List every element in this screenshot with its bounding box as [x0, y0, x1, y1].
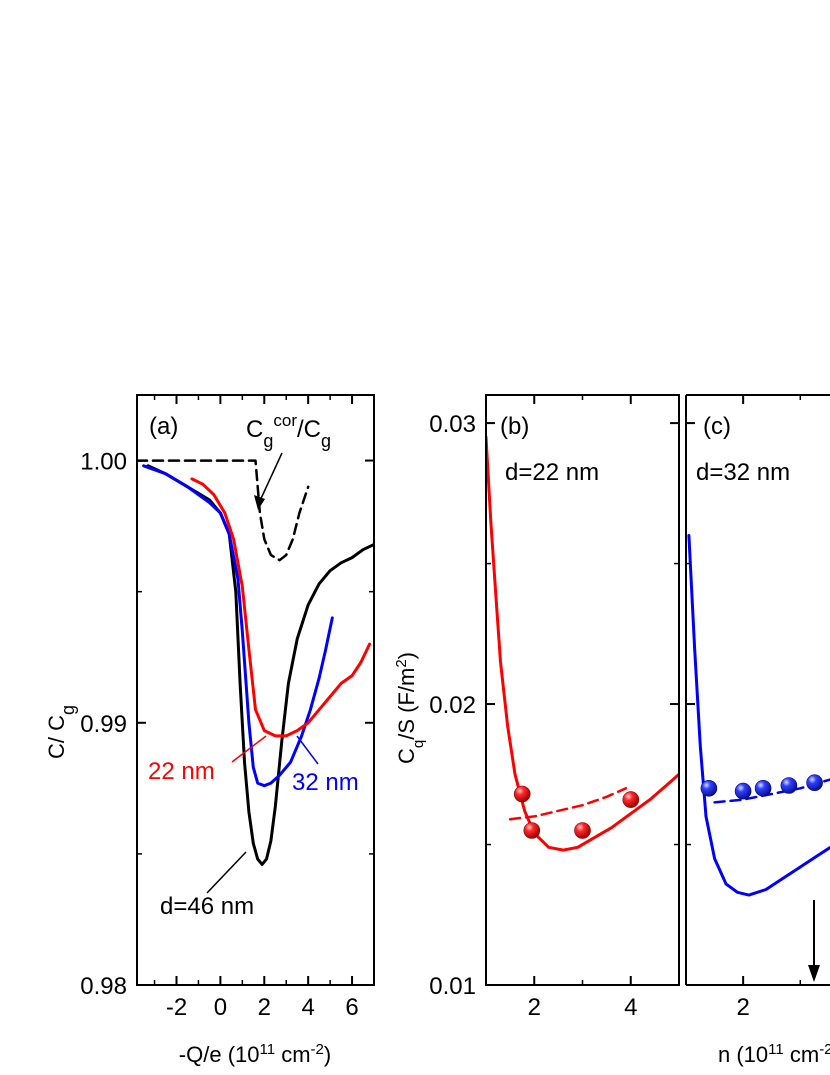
- panel-a-y-tick-label: 1.00: [80, 449, 127, 476]
- panel-a-y-axis-title: C/ Cg: [44, 705, 78, 759]
- panel-b-title: d=22 nm: [505, 459, 599, 486]
- annotation-46nm-leader: [206, 851, 247, 894]
- panel-c-series-solid: [687, 534, 830, 897]
- panel-b-x-tick-label: 2: [528, 994, 541, 1021]
- panel-c-data-point: [734, 782, 752, 800]
- panel-a-x-axis-title: -Q/e (1011 cm-2): [179, 1041, 331, 1068]
- panel-c-data-point: [780, 777, 798, 794]
- annotation-32nm-leader: [296, 735, 319, 765]
- panel-b-data-point: [523, 822, 541, 839]
- panel-b-y-tick-label: 0.01: [429, 973, 476, 1000]
- panel-a-y-tick-label: 0.98: [80, 973, 127, 1000]
- panel-c-arrowhead: [808, 965, 820, 982]
- shared-x-axis-title: n (1011 cm-2): [718, 1041, 830, 1068]
- panel-b-data-point: [574, 822, 591, 839]
- panel-a-frame: [136, 394, 375, 986]
- panel-b-label: (b): [500, 413, 529, 440]
- panel-b-series-dashed: [508, 787, 628, 821]
- panel-a-y-tick-label: 0.99: [80, 711, 127, 738]
- panel-a-x-tick-label: 2: [258, 994, 271, 1021]
- panel-b-data-point: [622, 791, 640, 808]
- panel-c-x-tick-label: 2: [736, 994, 749, 1021]
- panel-b-series-solid: [486, 435, 679, 852]
- panel-c-label: (c): [703, 413, 731, 440]
- panel-a-series-22-nm: [190, 477, 372, 738]
- annotation-46nm: d=46 nm: [160, 893, 254, 920]
- panel-b-x-tick-label: 4: [624, 994, 637, 1021]
- annotation-22nm-leader: [231, 735, 267, 763]
- panel-a-label: (a): [149, 413, 178, 440]
- panel-b-y-tick-label: 0.03: [429, 411, 476, 438]
- annotation-cgcor: Cgcor/Cg: [246, 411, 331, 452]
- panel-c: 24 (c) d=32 nm: [685, 394, 830, 1021]
- panel-a-x-tick-label: 4: [301, 994, 314, 1021]
- panel-a-series-c-g-cor-c-g: [137, 459, 310, 562]
- panel-a-x-tick-label: 6: [345, 994, 358, 1021]
- panel-b-y-axis-title: Cq/S (F/m2): [393, 652, 427, 764]
- panel-c-data-point: [754, 779, 772, 797]
- annotation-32nm: 32 nm: [292, 769, 359, 796]
- panel-a-x-tick-label: -2: [166, 994, 187, 1021]
- panel-b: 2 4 0.01 0.02 0.03 (b) d=22 nm Cq/S (F/m2) n…: [393, 394, 830, 1068]
- panel-c-title: d=32 nm: [696, 459, 790, 486]
- panel-b-data-point: [513, 785, 531, 803]
- panel-a: -2 0 2 4 6 0.98 0.99 1.00 (a) C/ Cg -Q/e (1011 …: [44, 394, 375, 1068]
- panel-c-data-point: [700, 779, 718, 797]
- annotation-cgcor-arrow: [257, 452, 283, 506]
- panel-c-data-point: [806, 774, 823, 792]
- annotation-cgcor-arrowhead: [254, 495, 265, 510]
- annotation-22nm: 22 nm: [148, 758, 215, 785]
- panel-a-series-32-nm: [142, 464, 334, 788]
- panel-a-x-tick-label: 0: [214, 994, 227, 1021]
- panel-b-y-tick-label: 0.02: [429, 692, 476, 719]
